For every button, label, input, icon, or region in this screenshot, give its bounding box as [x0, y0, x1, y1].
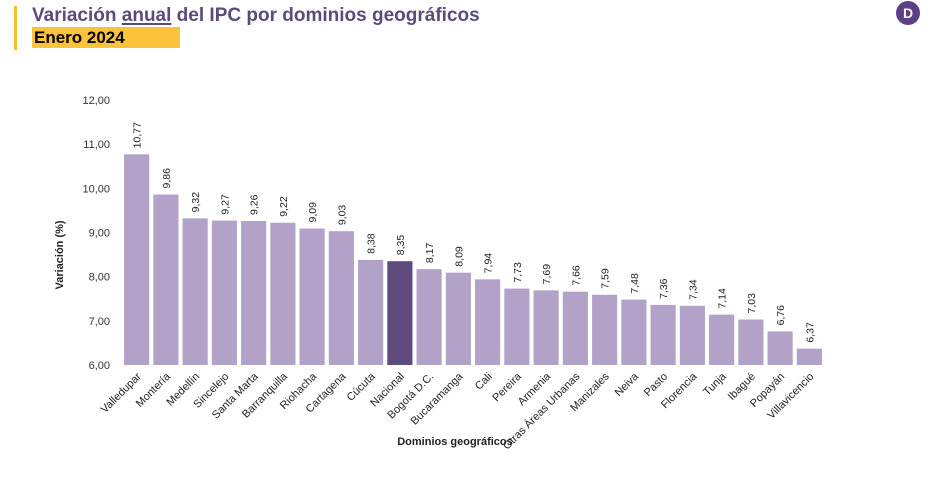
data-label: 7,59 [600, 268, 612, 289]
data-label: 8,09 [453, 246, 465, 267]
y-tick-label: 8,00 [89, 272, 110, 284]
data-label: 7,69 [541, 264, 553, 285]
bar [650, 304, 676, 365]
data-label: 9,22 [278, 196, 290, 217]
title-start: Variación [32, 5, 122, 26]
x-tick-label: Valledupar [99, 370, 144, 415]
data-label: 9,26 [249, 194, 261, 215]
y-tick-label: 10,00 [82, 183, 110, 195]
title-accent-bar [14, 6, 17, 50]
bars-group: 10,77Valledupar9,86Montería9,32Medellín9… [99, 122, 822, 452]
y-tick-label: 12,00 [82, 95, 110, 107]
x-tick-label: Bucaramanga [409, 370, 467, 428]
bar [270, 222, 296, 365]
brand-logo-icon: D [896, 1, 920, 25]
chart-title: Variación anual del IPC por dominios geo… [32, 5, 480, 27]
data-label: 8,35 [395, 235, 407, 256]
data-label: 7,48 [629, 273, 641, 294]
bar [241, 221, 267, 365]
data-label: 8,38 [366, 233, 378, 254]
bar [738, 319, 764, 365]
data-label: 7,34 [687, 279, 699, 300]
bar [562, 291, 588, 365]
bar [533, 290, 559, 365]
title-end: del IPC por dominios geográficos [171, 5, 480, 26]
title-underlined-word: anual [121, 5, 172, 26]
bar [416, 269, 442, 365]
data-label: 9,86 [161, 168, 173, 189]
data-label: 7,36 [658, 278, 670, 299]
bar [182, 218, 208, 365]
logo-letter: D [902, 5, 914, 21]
y-axis: 6,00 7,00 8,00 9,00 10,00 11,00 12,00 [82, 95, 110, 372]
y-tick-label: 6,00 [89, 360, 110, 372]
data-label: 7,03 [746, 293, 758, 314]
data-label: 7,14 [717, 288, 729, 309]
bar [475, 279, 501, 365]
y-tick-label: 7,00 [89, 316, 110, 328]
data-label: 9,27 [219, 194, 231, 215]
bar [211, 220, 237, 365]
bar [387, 261, 413, 365]
chart-subtitle: Enero 2024 [32, 27, 180, 48]
data-label: 9,32 [190, 192, 202, 213]
data-label: 9,03 [336, 205, 348, 226]
x-tick-label: Neiva [613, 370, 642, 399]
bar [621, 299, 647, 365]
data-label: 7,73 [512, 262, 524, 283]
data-label: 7,94 [483, 253, 495, 274]
data-label: 6,76 [775, 305, 787, 326]
bar [328, 231, 354, 365]
bar [124, 154, 150, 365]
bar [504, 288, 530, 365]
x-axis-label: Dominios geográficos [397, 436, 513, 448]
y-tick-label: 9,00 [89, 228, 110, 240]
data-label: 8,17 [424, 243, 436, 264]
data-label: 6,37 [804, 322, 816, 343]
bar [709, 314, 735, 365]
y-axis-label: Variación (%) [54, 220, 66, 289]
bar [445, 272, 471, 365]
bar [796, 348, 822, 365]
bar [679, 305, 705, 365]
bar [767, 331, 793, 365]
x-tick-label: Cali [473, 371, 495, 393]
bar [592, 294, 618, 365]
data-label: 7,66 [570, 265, 582, 286]
bar [299, 228, 325, 365]
bar [153, 194, 179, 365]
bar [358, 259, 384, 365]
data-label: 10,77 [132, 122, 144, 148]
data-label: 9,09 [307, 202, 319, 223]
y-tick-label: 11,00 [83, 139, 110, 151]
